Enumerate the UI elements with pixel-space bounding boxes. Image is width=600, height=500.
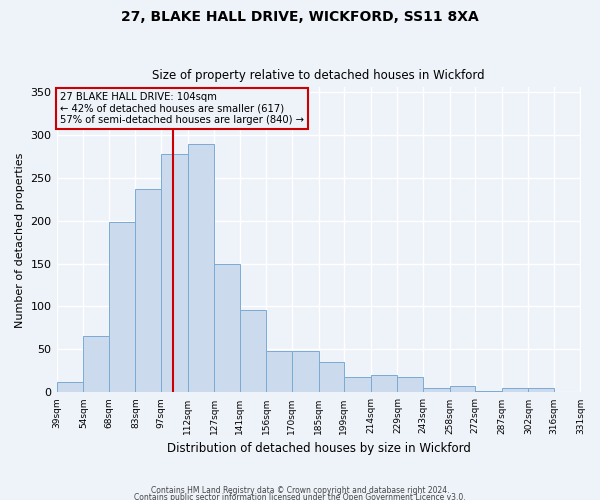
- Text: Contains public sector information licensed under the Open Government Licence v3: Contains public sector information licen…: [134, 494, 466, 500]
- Bar: [344, 377, 371, 392]
- X-axis label: Distribution of detached houses by size in Wickford: Distribution of detached houses by size …: [167, 442, 470, 455]
- Bar: [56, 382, 83, 392]
- Bar: [161, 154, 188, 392]
- Text: Contains HM Land Registry data © Crown copyright and database right 2024.: Contains HM Land Registry data © Crown c…: [151, 486, 449, 495]
- Bar: [475, 390, 502, 392]
- Bar: [83, 336, 109, 392]
- Bar: [422, 388, 449, 392]
- Text: 27, BLAKE HALL DRIVE, WICKFORD, SS11 8XA: 27, BLAKE HALL DRIVE, WICKFORD, SS11 8XA: [121, 10, 479, 24]
- Y-axis label: Number of detached properties: Number of detached properties: [15, 152, 25, 328]
- Bar: [529, 388, 554, 392]
- Bar: [397, 377, 422, 392]
- Bar: [188, 144, 214, 392]
- Bar: [371, 375, 397, 392]
- Bar: [214, 264, 239, 392]
- Bar: [319, 362, 344, 392]
- Bar: [136, 188, 161, 392]
- Bar: [109, 222, 136, 392]
- Bar: [502, 388, 529, 392]
- Title: Size of property relative to detached houses in Wickford: Size of property relative to detached ho…: [152, 69, 485, 82]
- Text: 27 BLAKE HALL DRIVE: 104sqm
← 42% of detached houses are smaller (617)
57% of se: 27 BLAKE HALL DRIVE: 104sqm ← 42% of det…: [60, 92, 304, 125]
- Bar: [266, 351, 292, 393]
- Bar: [449, 386, 475, 392]
- Bar: [292, 351, 319, 393]
- Bar: [239, 310, 266, 392]
